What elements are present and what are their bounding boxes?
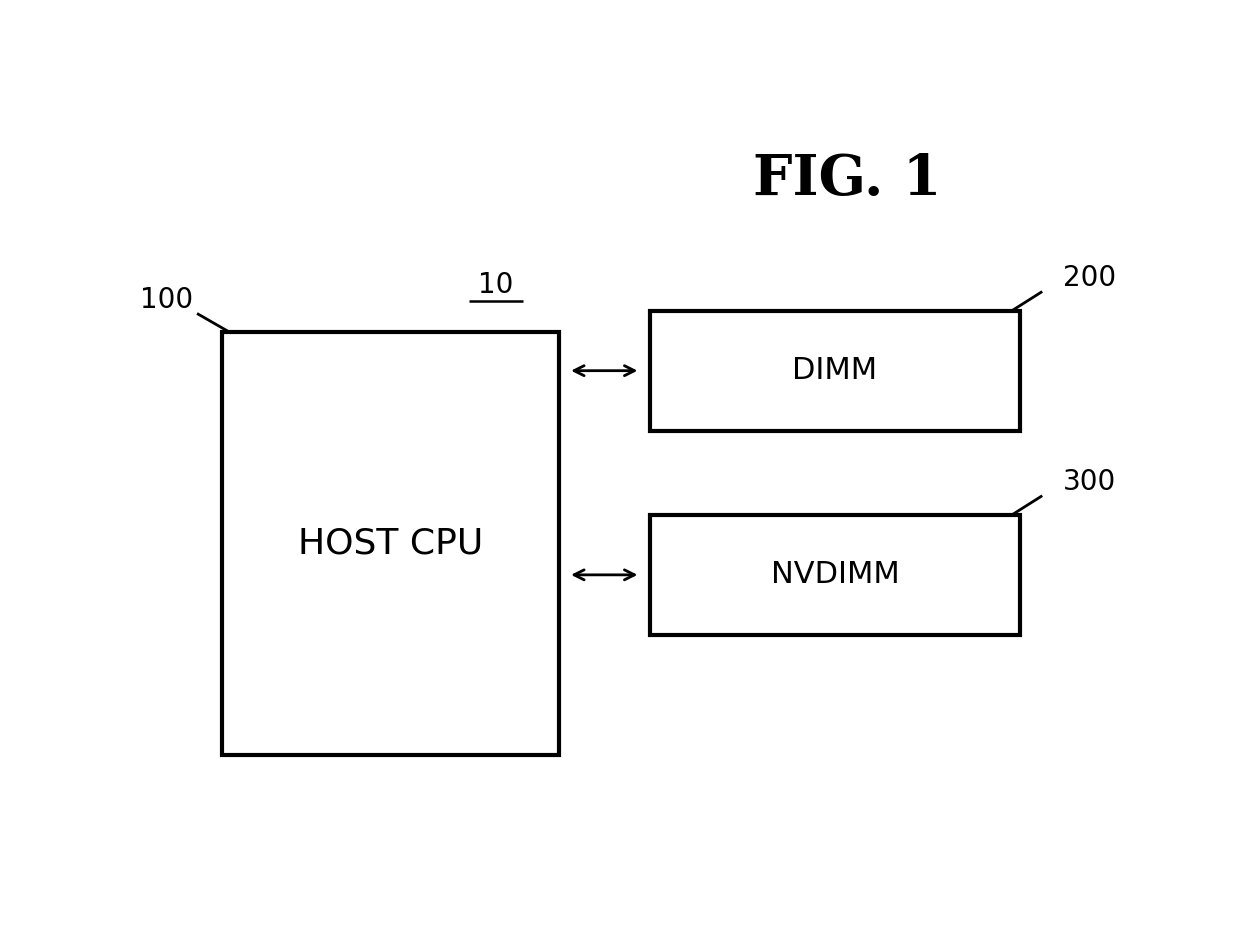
Text: 10: 10 [479, 271, 513, 299]
Text: 200: 200 [1063, 264, 1116, 293]
Bar [650, 515, 1019, 635]
Bar [222, 332, 558, 756]
Text: HOST CPU: HOST CPU [298, 527, 484, 561]
Text: 100: 100 [140, 286, 193, 314]
Text: 300: 300 [1063, 469, 1116, 496]
Text: FIG. 1: FIG. 1 [753, 152, 941, 206]
Text: DIMM: DIMM [792, 356, 878, 385]
Text: NVDIMM: NVDIMM [770, 561, 899, 589]
Bar [650, 311, 1019, 431]
